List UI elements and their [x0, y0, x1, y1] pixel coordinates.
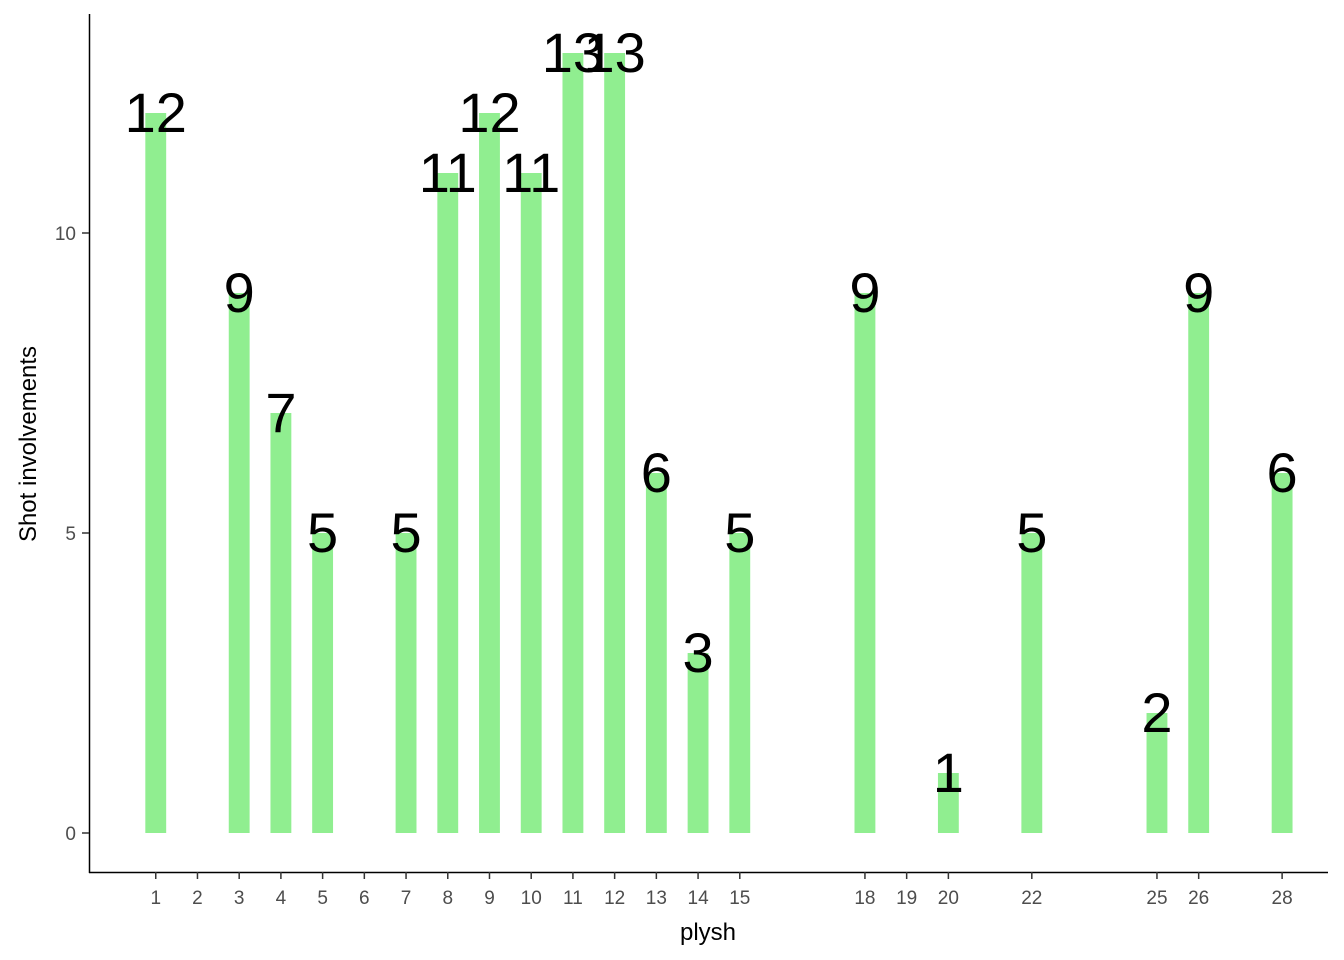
data-label-9: 12: [458, 81, 520, 144]
bar-10: [520, 173, 542, 833]
x-tick-label-5: 5: [317, 888, 328, 909]
bar-26: [1188, 293, 1210, 833]
y-axis-ticks: 0 5 10: [55, 224, 89, 845]
y-tick-label-10: 10: [55, 224, 76, 245]
x-tick-label-26: 26: [1188, 888, 1209, 909]
data-label-5: 5: [307, 501, 338, 564]
data-label-18: 9: [849, 261, 880, 324]
bar-9: [479, 113, 500, 833]
bar-28: [1271, 473, 1293, 833]
bar-8: [437, 173, 459, 833]
x-tick-label-15: 15: [729, 888, 750, 909]
bar-12: [604, 53, 626, 833]
bar-4: [270, 413, 292, 833]
bar-15: [729, 533, 751, 833]
data-label-26: 9: [1183, 261, 1214, 324]
x-tick-label-8: 8: [442, 888, 453, 909]
bar-25: [1146, 713, 1168, 833]
y-tick-label-5: 5: [65, 524, 76, 545]
x-tick-label-9: 9: [484, 888, 495, 909]
data-label-4: 7: [265, 381, 296, 444]
data-label-20: 1: [933, 741, 964, 804]
x-tick-label-18: 18: [854, 888, 875, 909]
x-tick-label-2: 2: [192, 888, 203, 909]
data-label-10: 11: [502, 141, 560, 204]
x-tick-label-6: 6: [359, 888, 370, 909]
data-label-14: 3: [682, 621, 713, 684]
x-tick-label-28: 28: [1272, 888, 1293, 909]
data-label-28: 6: [1267, 441, 1298, 504]
x-axis-title: plysh: [680, 919, 736, 946]
x-tick-label-11: 11: [563, 888, 583, 909]
data-label-8: 11: [419, 141, 477, 204]
x-tick-label-22: 22: [1021, 888, 1042, 909]
x-tick-label-20: 20: [938, 888, 959, 909]
data-label-22: 5: [1016, 501, 1047, 564]
x-tick-label-19: 19: [896, 888, 917, 909]
data-label-25: 2: [1141, 681, 1172, 744]
bar-1: [145, 113, 167, 833]
data-label-13: 6: [641, 441, 672, 504]
data-label-15: 5: [724, 501, 755, 564]
x-tick-label-4: 4: [276, 888, 287, 909]
x-tick-label-10: 10: [521, 888, 542, 909]
bar-7: [395, 533, 417, 833]
data-label-11: 13: [542, 21, 604, 84]
data-label-3: 9: [224, 261, 255, 324]
bar-11: [562, 53, 584, 833]
x-tick-label-7: 7: [401, 888, 412, 909]
x-tick-label-25: 25: [1146, 888, 1167, 909]
x-tick-label-13: 13: [646, 888, 667, 909]
bar-5: [312, 533, 334, 833]
data-label-7: 5: [390, 501, 421, 564]
x-tick-label-14: 14: [688, 888, 710, 909]
bar-20: [937, 773, 959, 833]
bar-13: [645, 473, 667, 833]
bar-18: [854, 293, 876, 833]
x-axis-ticks: 1 2 3 4 5 6 7 8 9 10 11 12 13 14 15 18 19 20 22 25 26 28: [150, 872, 1293, 909]
bars-layer: [145, 53, 1293, 833]
x-tick-label-3: 3: [234, 888, 245, 909]
y-axis-title: Shot involvements: [15, 346, 42, 542]
x-tick-label-1: 1: [150, 888, 161, 909]
y-tick-label-0: 0: [65, 824, 76, 845]
bar-22: [1021, 533, 1043, 833]
data-label-12: 13: [583, 21, 645, 84]
x-tick-label-12: 12: [604, 888, 625, 909]
data-label-1: 12: [125, 81, 187, 144]
bar-3: [228, 293, 250, 833]
bar-14: [687, 653, 709, 833]
